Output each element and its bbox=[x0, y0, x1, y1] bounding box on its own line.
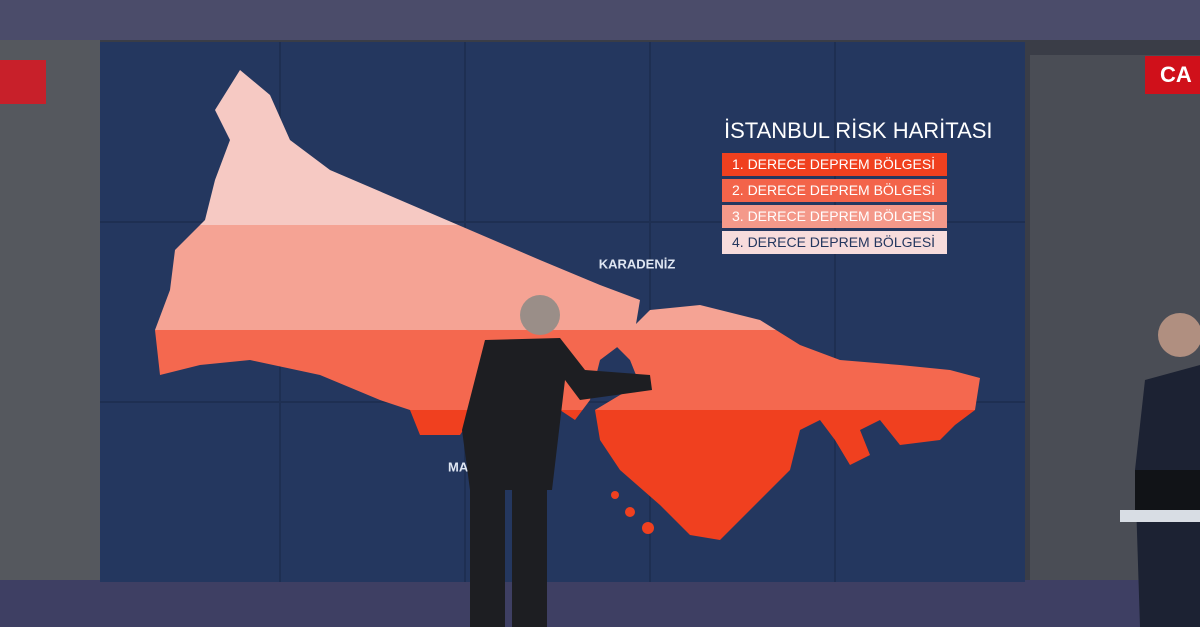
legend-label: 4. DERECE DEPREM BÖLGESİ bbox=[732, 233, 935, 250]
legend-label: 1. DERECE DEPREM BÖLGESİ bbox=[732, 155, 935, 172]
legend-swatch bbox=[722, 179, 947, 202]
channel-logo-bg bbox=[1145, 56, 1200, 94]
legend-label: 2. DERECE DEPREM BÖLGESİ bbox=[732, 181, 935, 198]
legend-swatch bbox=[722, 231, 947, 254]
floor bbox=[0, 580, 1200, 627]
channel-logo: CA bbox=[1160, 62, 1192, 87]
left-screen bbox=[0, 40, 100, 580]
map-title: İSTANBUL RİSK HARİTASI bbox=[724, 118, 993, 143]
anchor bbox=[1120, 313, 1200, 627]
legend-label: 3. DERECE DEPREM BÖLGESİ bbox=[732, 207, 935, 224]
legend: 1. DERECE DEPREM BÖLGESİ 2. DERECE DEPREM… bbox=[722, 153, 947, 254]
flag bbox=[0, 60, 46, 104]
sea-label: KARADENİZ bbox=[599, 256, 676, 271]
ceiling bbox=[0, 0, 1200, 40]
presenter bbox=[462, 295, 652, 627]
legend-swatch bbox=[722, 205, 947, 228]
sea-label: MA bbox=[448, 459, 469, 474]
islands bbox=[611, 491, 654, 534]
legend-swatch bbox=[722, 153, 947, 176]
